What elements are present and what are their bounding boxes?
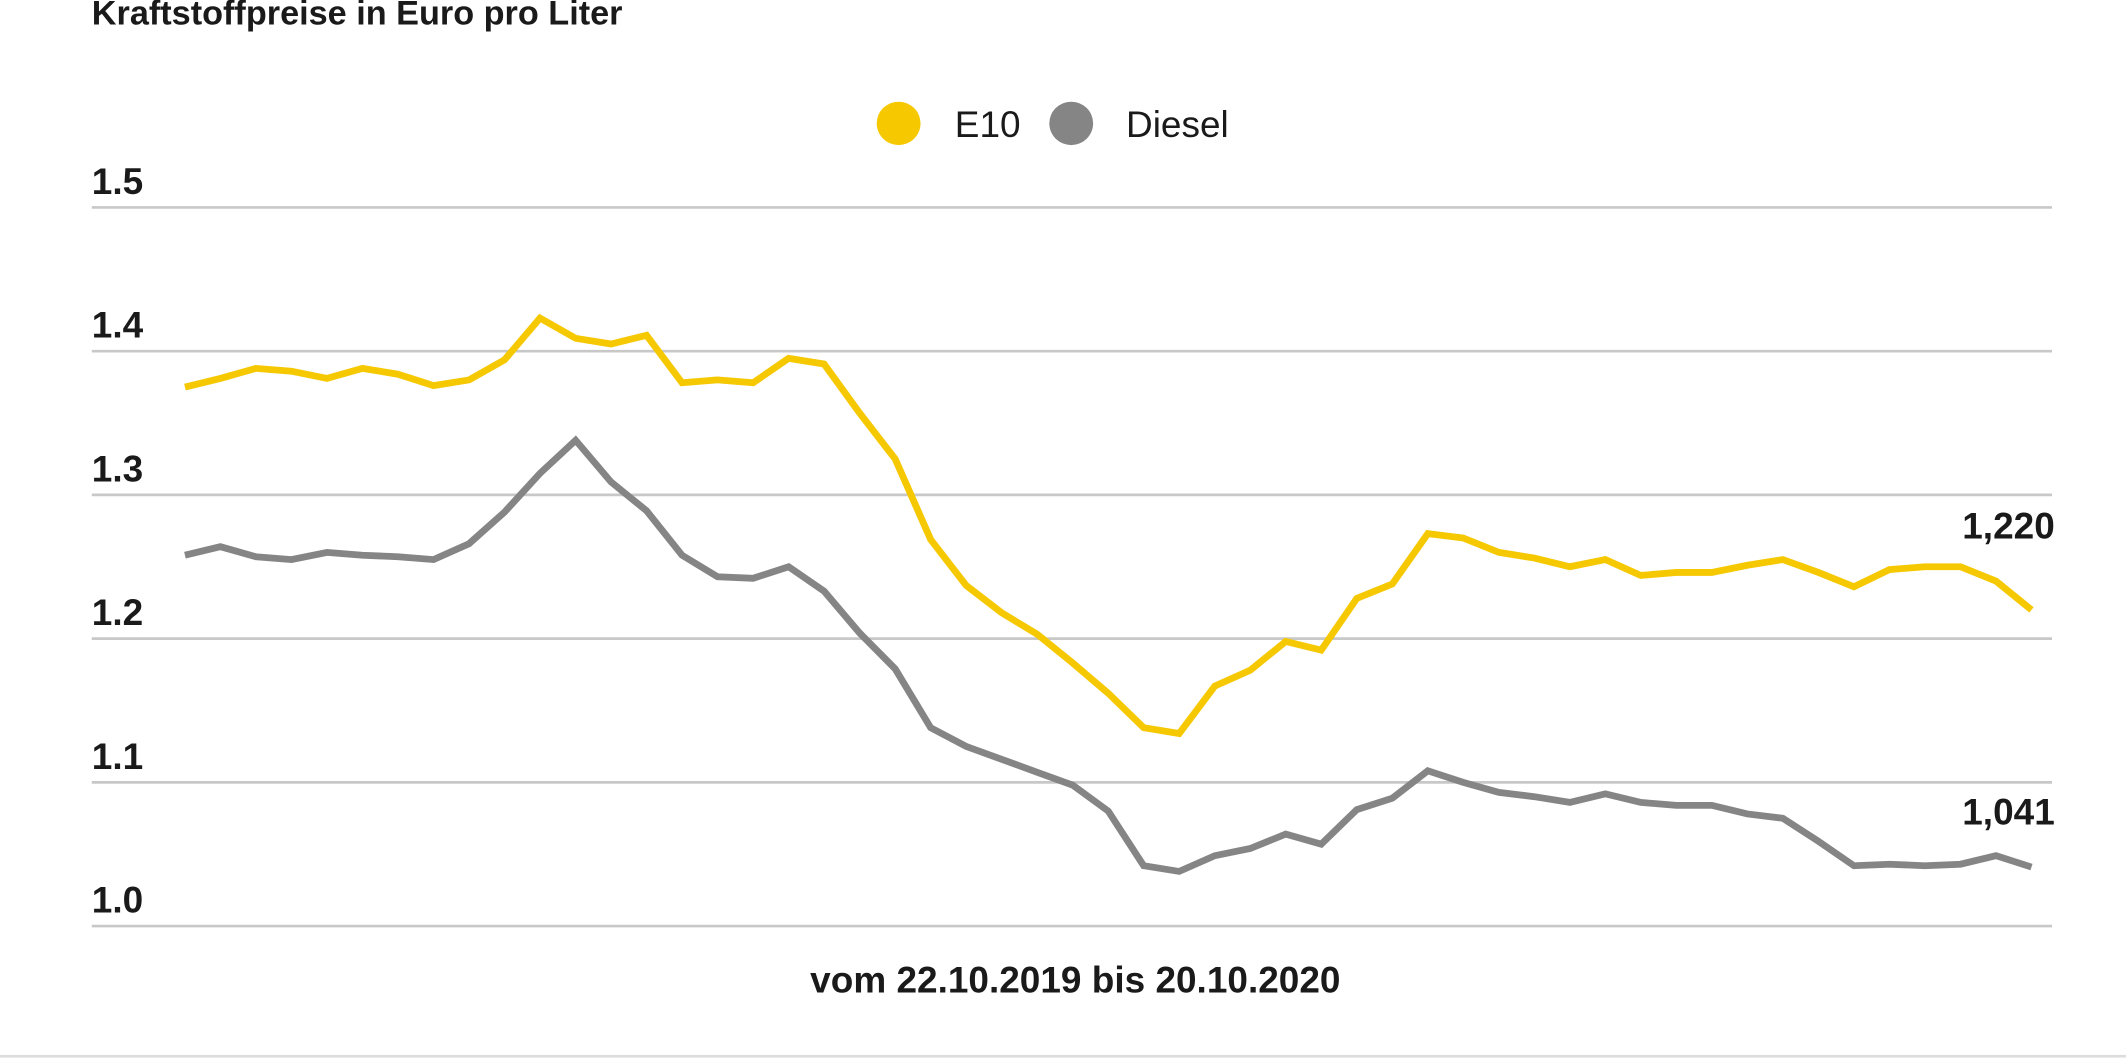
- y-tick-label: 1.0: [92, 880, 143, 921]
- legend-marker-diesel: [1049, 101, 1094, 146]
- chart-title: Kraftstoffpreise in Euro pro Liter: [92, 0, 623, 32]
- series-line-diesel: [184, 435, 2033, 875]
- y-axis: 1.5 1.4 1.3 1.2 1.1 1.0: [92, 161, 144, 920]
- legend: E10 Diesel: [876, 101, 1229, 146]
- series-line-e10: [184, 313, 2034, 738]
- y-tick-label: 1.2: [92, 592, 143, 633]
- y-tick-label: 1.1: [92, 736, 143, 777]
- legend-label-diesel: Diesel: [1126, 104, 1229, 145]
- series-lines: [184, 313, 2034, 875]
- y-tick-label: 1.4: [92, 305, 144, 346]
- legend-label-e10: E10: [955, 104, 1021, 145]
- legend-marker-e10: [876, 101, 921, 146]
- y-tick-label: 1.3: [92, 449, 143, 490]
- y-tick-label: 1.5: [92, 161, 143, 202]
- x-axis-label: vom 22.10.2019 bis 20.10.2020: [810, 960, 1340, 1001]
- end-label-e10: 1,220: [1962, 505, 2055, 546]
- end-label-diesel: 1,041: [1962, 792, 2055, 833]
